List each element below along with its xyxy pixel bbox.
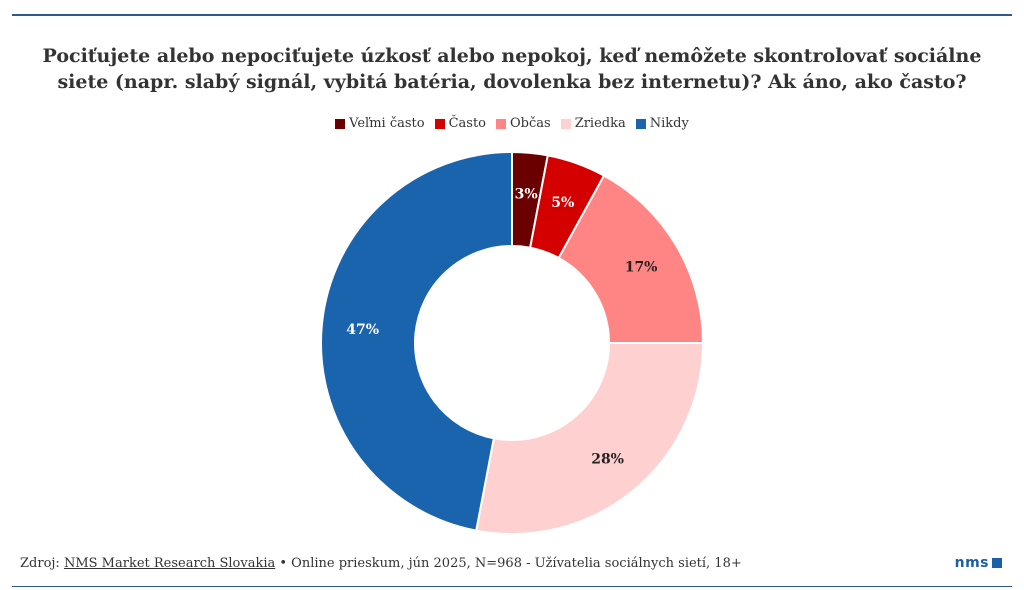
- donut-slice: [320, 150, 513, 532]
- legend-swatch: [434, 118, 445, 129]
- source-prefix: Zdroj:: [20, 556, 64, 571]
- legend-label: Nikdy: [649, 116, 689, 131]
- top-rule: [12, 14, 1012, 16]
- legend-label: Občas: [510, 116, 551, 131]
- slice-label: 17%: [625, 260, 658, 276]
- legend-label: Často: [448, 116, 486, 131]
- legend-item: Nikdy: [635, 116, 689, 131]
- legend-swatch: [560, 118, 571, 129]
- logo-square-icon: [992, 558, 1002, 568]
- legend-item: Občas: [496, 116, 551, 131]
- slice-label: 47%: [346, 322, 379, 338]
- legend-item: Často: [434, 116, 486, 131]
- source-footer: Zdroj: NMS Market Research Slovakia • On…: [20, 556, 742, 571]
- source-link[interactable]: NMS Market Research Slovakia: [63, 556, 276, 571]
- chart-title: Pociťujete alebo nepociťujete úzkosť ale…: [42, 45, 982, 93]
- nms-logo: nms: [955, 555, 1002, 571]
- legend: Veľmi často Často Občas Zriedka Nikdy: [0, 116, 1024, 131]
- bottom-rule: [12, 586, 1012, 587]
- donut-slice: [475, 342, 705, 535]
- legend-swatch: [635, 118, 646, 129]
- legend-label: Zriedka: [574, 116, 626, 131]
- legend-swatch: [496, 118, 506, 129]
- source-details: • Online prieskum, jún 2025, N=968 - Uží…: [275, 556, 742, 571]
- slice-label: 5%: [551, 195, 574, 211]
- donut-slice: [557, 174, 705, 344]
- legend-item: Zriedka: [560, 116, 626, 131]
- legend-item: Veľmi často: [335, 116, 425, 131]
- slice-label: 3%: [515, 187, 538, 203]
- logo-text: nms: [954, 555, 989, 571]
- legend-label: Veľmi často: [349, 116, 425, 131]
- slice-label: 28%: [591, 452, 624, 468]
- legend-swatch: [335, 118, 346, 129]
